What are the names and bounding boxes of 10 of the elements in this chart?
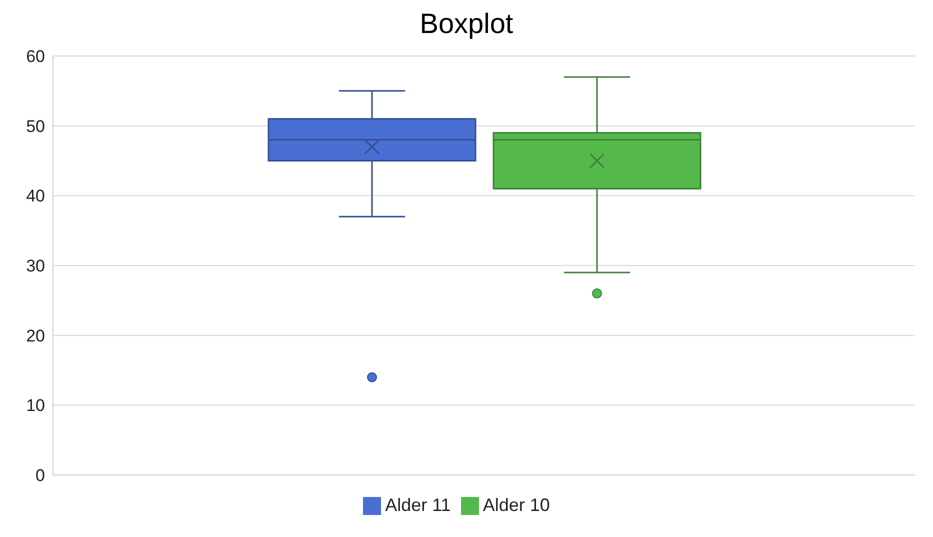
y-tick-label: 20	[26, 326, 45, 346]
chart-title: Boxplot	[418, 8, 514, 40]
y-tick-label: 30	[26, 256, 45, 276]
y-tick-label: 10	[26, 396, 45, 416]
y-tick-label: 0	[36, 466, 45, 486]
y-tick-label: 40	[26, 186, 45, 206]
legend-label: Alder 11	[385, 495, 451, 515]
y-tick-label: 50	[26, 116, 45, 136]
y-tick-label: 60	[26, 47, 45, 66]
legend-label: Alder 10	[482, 495, 550, 515]
